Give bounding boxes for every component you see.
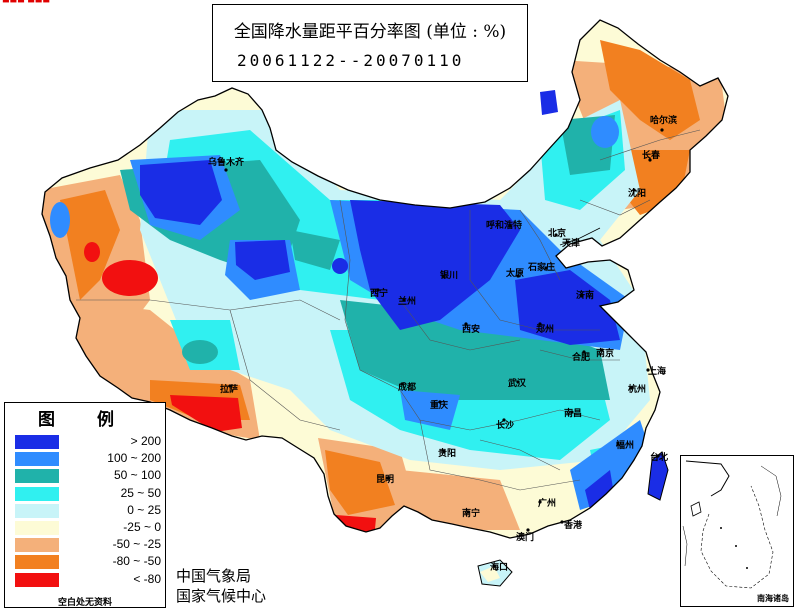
city-label-hefei: 合肥: [572, 353, 591, 363]
city-label-jinan: 济南: [576, 291, 595, 301]
city-label-changchun: 长春: [642, 151, 661, 161]
legend-swatch: [15, 435, 59, 449]
city-label-lanzhou: 兰州: [398, 297, 417, 307]
legend-swatch: [15, 538, 59, 553]
city-label-wuhan: 武汉: [508, 379, 527, 389]
city-label-shenyang: 沈阳: [628, 189, 647, 199]
city-label-lhasa: 拉萨: [220, 385, 239, 395]
city-label-beijing: 北京: [548, 229, 567, 239]
credit-cma: 中国气象局: [176, 567, 252, 585]
date-range: 20061122--20070110: [237, 51, 465, 70]
city-label-changsha: 长沙: [496, 421, 515, 431]
city-label-macau: 澳门: [516, 533, 535, 543]
city-label-chengdu: 成都: [398, 383, 417, 393]
legend-label: 100 ~ 200: [107, 451, 161, 466]
map-legend: 图 例 > 200 100 ~ 200 50 ~ 100 25 ~ 50 0 ~ 25 -…: [4, 402, 166, 608]
legend-item: 100 ~ 200: [11, 451, 161, 467]
city-label-guiyang: 贵阳: [438, 449, 457, 459]
corner-mark: ▬▬▬ ▬▬▬: [2, 0, 50, 5]
city-label-xian: 西安: [462, 325, 481, 335]
legend-label: -80 ~ -50: [112, 554, 161, 569]
legend-label: 50 ~ 100: [113, 468, 161, 483]
city-label-harbin: 哈尔滨: [650, 116, 678, 126]
city-label-chongqing: 重庆: [430, 401, 449, 411]
city-label-kunming: 昆明: [376, 475, 395, 485]
city-label-taiyuan: 太原: [506, 269, 525, 279]
legend-label: > 200: [130, 434, 161, 448]
legend-title: 图 例: [38, 410, 132, 430]
city-label-shijiazhuang: 石家庄: [528, 263, 556, 273]
legend-swatch: [15, 555, 59, 570]
city-label-zhengzhou: 郑州: [536, 325, 555, 335]
city-label-hongkong: 香港: [564, 521, 583, 531]
legend-swatch: [15, 572, 59, 587]
legend-swatch: [15, 486, 59, 501]
city-label-hangzhou: 杭州: [628, 385, 647, 395]
city-label-nanchang: 南昌: [564, 409, 583, 419]
legend-no-data-note: 空白处无资料: [57, 598, 112, 608]
city-label-guangzhou: 广州: [538, 499, 557, 509]
legend-item: 25 ~ 50: [11, 485, 161, 501]
city-label-nanjing: 南京: [596, 349, 615, 359]
legend-label: -25 ~ 0: [123, 520, 161, 534]
legend-label: 0 ~ 25: [127, 502, 161, 517]
legend-item: -25 ~ 0: [11, 520, 161, 535]
legend-item: < -80: [11, 571, 161, 587]
legend-item: > 200: [11, 434, 161, 449]
credit-ncc: 国家气候中心: [176, 587, 267, 605]
legend-label: -50 ~ -25: [112, 537, 161, 552]
city-label-tianjin: 天津: [562, 239, 581, 249]
legend-item: -80 ~ -50: [11, 554, 161, 570]
map-title-box: 全国降水量距平百分率图 (单位 : %) 20061122--20070110: [212, 4, 528, 82]
legend-label: 25 ~ 50: [120, 485, 161, 500]
city-label-haikou: 海口: [490, 563, 509, 573]
legend-item: 0 ~ 25: [11, 502, 161, 518]
city-label-shanghai: 上海: [648, 367, 667, 377]
inset-label: 南海诸岛: [757, 594, 789, 603]
legend-swatch: [15, 452, 59, 467]
legend-swatch: [15, 503, 59, 518]
legend-item: -50 ~ -25: [11, 537, 161, 553]
map-title: 全国降水量距平百分率图 (单位 : %): [233, 22, 507, 42]
city-label-fuzhou: 福州: [616, 441, 635, 451]
city-label-xining: 西宁: [370, 289, 389, 299]
inset-map: [682, 460, 782, 589]
legend-swatch: [15, 521, 59, 535]
city-label-yinchuan: 银川: [440, 271, 459, 281]
city-label-urumqi: 乌鲁木齐: [208, 158, 245, 168]
city-label-hohhot: 呼和浩特: [486, 221, 523, 231]
legend-swatch: [15, 469, 59, 484]
legend-item: 50 ~ 100: [11, 468, 161, 484]
city-label-taipei: 台北: [650, 453, 669, 463]
legend-label: < -80: [133, 571, 161, 586]
city-label-nanning: 南宁: [462, 509, 481, 519]
south-china-sea-inset: 南海诸岛: [680, 455, 794, 607]
